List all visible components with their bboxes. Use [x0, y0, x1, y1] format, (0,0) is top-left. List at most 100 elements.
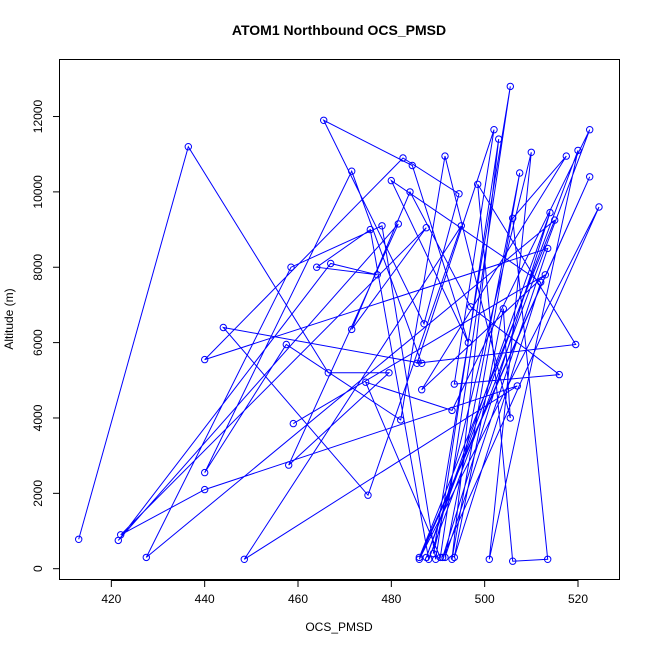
data-point: [544, 244, 552, 253]
data-point: [448, 406, 456, 415]
data-point: [450, 553, 458, 562]
data-point: [415, 553, 423, 562]
y-tick-label: 6000: [31, 329, 45, 356]
data-point: [422, 224, 430, 232]
data-point: [75, 535, 83, 543]
data-point: [348, 325, 356, 334]
data-point: [324, 369, 332, 377]
data-point: [413, 359, 421, 367]
y-axis-label: Altitude (m): [2, 288, 16, 349]
data-point: [474, 180, 482, 189]
plot-frame: [59, 59, 620, 580]
series-layer: [75, 82, 603, 565]
data-point: [420, 320, 428, 328]
y-tick-label: 12000: [31, 100, 45, 134]
data-point: [509, 557, 517, 565]
x-axis-label: OCS_PMSD: [305, 620, 373, 634]
y-tick-label: 4000: [31, 404, 45, 431]
x-tick-label: 440: [195, 592, 215, 606]
data-point: [399, 154, 407, 162]
data-point: [506, 414, 514, 422]
data-point: [546, 208, 554, 217]
data-point: [541, 271, 549, 279]
y-tick-label: 2000: [31, 480, 45, 507]
data-point: [485, 555, 493, 563]
data-point: [240, 555, 249, 563]
data-point: [586, 126, 594, 134]
data-point: [551, 216, 559, 224]
data-point: [595, 203, 603, 211]
data-point: [289, 419, 297, 428]
data-point: [142, 553, 151, 562]
data-point: [201, 355, 209, 364]
data-point: [450, 380, 458, 388]
data-point: [406, 188, 414, 196]
data-point: [457, 222, 465, 230]
data-point: [464, 338, 472, 347]
chart-title: ATOM1 Northbound OCS_PMSD: [232, 22, 446, 38]
data-point: [313, 263, 321, 271]
data-point: [544, 555, 552, 563]
data-point: [285, 461, 293, 469]
y-axis: 0 2000 4000 6000 8000 10000 12000: [31, 100, 60, 572]
data-point: [378, 222, 386, 230]
data-point: [287, 263, 295, 271]
data-point: [506, 82, 514, 91]
data-point: [509, 214, 517, 223]
data-point: [387, 176, 395, 185]
data-point: [117, 531, 125, 539]
data-point: [320, 116, 328, 125]
data-point: [495, 135, 503, 143]
x-tick-label: 520: [568, 592, 588, 606]
data-point: [432, 555, 440, 563]
data-point: [418, 386, 426, 394]
series-line: [78, 86, 600, 562]
data-point: [362, 378, 370, 386]
data-point: [574, 146, 582, 155]
data-point: [572, 340, 580, 349]
data-point: [373, 271, 381, 279]
x-axis: 420 440 460 480 500 520: [101, 580, 588, 606]
data-point: [448, 555, 456, 563]
data-point: [408, 161, 416, 170]
data-point: [455, 190, 463, 198]
data-point: [201, 485, 209, 494]
data-point: [348, 167, 356, 175]
data-point: [436, 553, 444, 562]
data-point: [425, 555, 433, 563]
data-point: [562, 152, 570, 160]
data-point: [586, 173, 594, 181]
data-point: [439, 553, 447, 562]
data-point: [418, 359, 426, 367]
data-point: [516, 169, 524, 177]
data-point: [441, 553, 449, 562]
x-tick-label: 460: [288, 592, 308, 606]
data-point: [441, 152, 449, 160]
data-point: [555, 370, 563, 379]
y-tick-label: 10000: [31, 175, 45, 209]
x-tick-label: 480: [381, 592, 401, 606]
data-point: [366, 225, 374, 234]
data-point: [184, 143, 193, 151]
x-tick-label: 420: [101, 592, 121, 606]
data-point: [327, 259, 335, 268]
data-point: [219, 323, 228, 332]
data-point: [394, 220, 402, 228]
data-point: [490, 126, 498, 134]
data-point: [537, 278, 545, 286]
data-point: [422, 553, 430, 562]
data-point: [415, 555, 423, 563]
data-point: [467, 303, 475, 311]
x-tick-label: 500: [475, 592, 495, 606]
data-point: [364, 491, 372, 499]
y-tick-label: 8000: [31, 254, 45, 281]
data-point: [499, 305, 507, 313]
data-point: [201, 468, 209, 477]
data-point: [385, 369, 393, 377]
data-point: [513, 382, 521, 390]
data-point: [527, 148, 535, 157]
data-point: [282, 340, 290, 349]
y-tick-label: 0: [31, 565, 45, 572]
data-point: [397, 416, 405, 424]
